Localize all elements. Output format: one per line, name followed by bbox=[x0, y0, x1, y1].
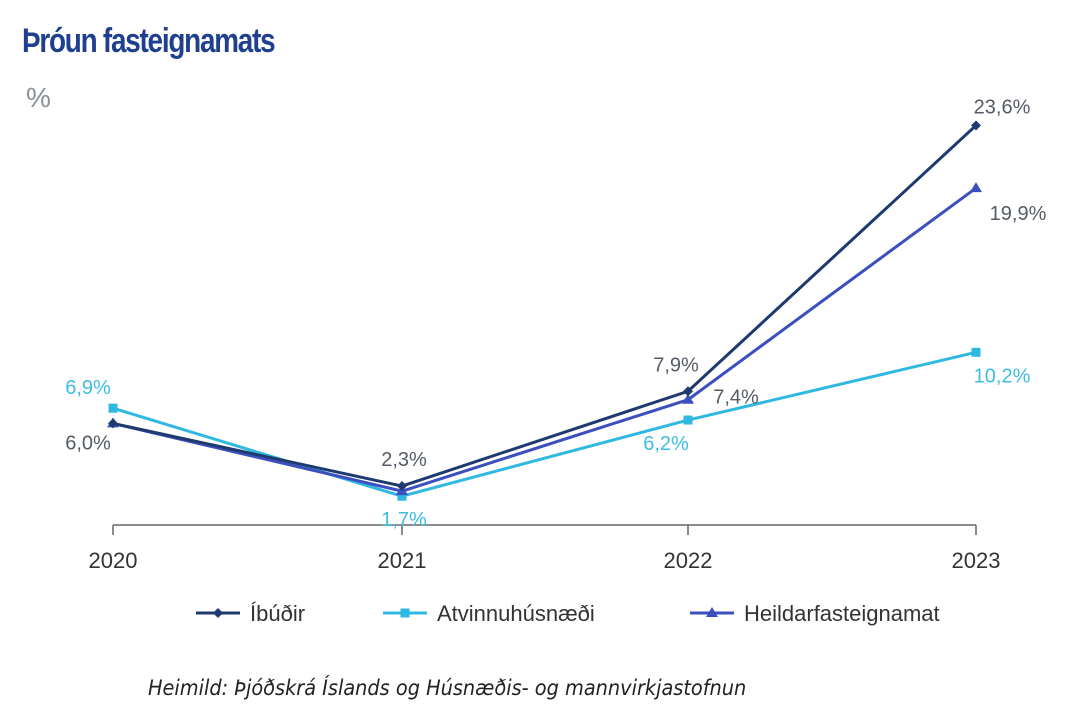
chart-title: Þróun fasteignamats bbox=[22, 22, 276, 60]
legend-label: Íbúðir bbox=[250, 601, 305, 626]
data-point bbox=[213, 608, 223, 618]
data-point bbox=[682, 393, 694, 404]
source-note: Heimild: Þjóðskrá Íslands og Húsnæðis- o… bbox=[148, 676, 747, 700]
data-point bbox=[108, 403, 118, 413]
data-point bbox=[970, 182, 982, 193]
data-point bbox=[397, 491, 407, 501]
data-point bbox=[397, 481, 407, 492]
data-label: 6,0% bbox=[65, 432, 111, 454]
data-label: 7,9% bbox=[653, 354, 699, 376]
data-point bbox=[971, 347, 981, 357]
series-line-1 bbox=[112, 350, 977, 498]
data-label: 2,3% bbox=[381, 449, 427, 471]
data-label: 7,4% bbox=[713, 387, 759, 409]
y-axis-unit: % bbox=[26, 82, 51, 113]
x-tick-label: 2020 bbox=[89, 548, 138, 573]
data-label: 6,9% bbox=[65, 377, 111, 399]
series-line-2 bbox=[112, 186, 977, 493]
legend-label: Heildarfasteignamat bbox=[744, 601, 940, 626]
data-label: 10,2% bbox=[974, 365, 1031, 387]
x-tick-label: 2023 bbox=[952, 548, 1001, 573]
data-point bbox=[108, 418, 118, 429]
data-label: 23,6% bbox=[974, 96, 1031, 118]
data-point bbox=[400, 608, 410, 618]
data-label: 19,9% bbox=[990, 203, 1047, 225]
data-point bbox=[683, 386, 693, 397]
x-tick-label: 2022 bbox=[664, 548, 713, 573]
data-point bbox=[971, 120, 981, 131]
data-label: 6,2% bbox=[643, 433, 689, 455]
legend-label: Atvinnuhúsnæði bbox=[437, 601, 595, 626]
data-point bbox=[683, 415, 693, 425]
data-point bbox=[706, 607, 718, 617]
x-tick-label: 2021 bbox=[378, 548, 427, 573]
series-line-0 bbox=[112, 124, 978, 488]
data-label: 1,7% bbox=[381, 509, 427, 531]
